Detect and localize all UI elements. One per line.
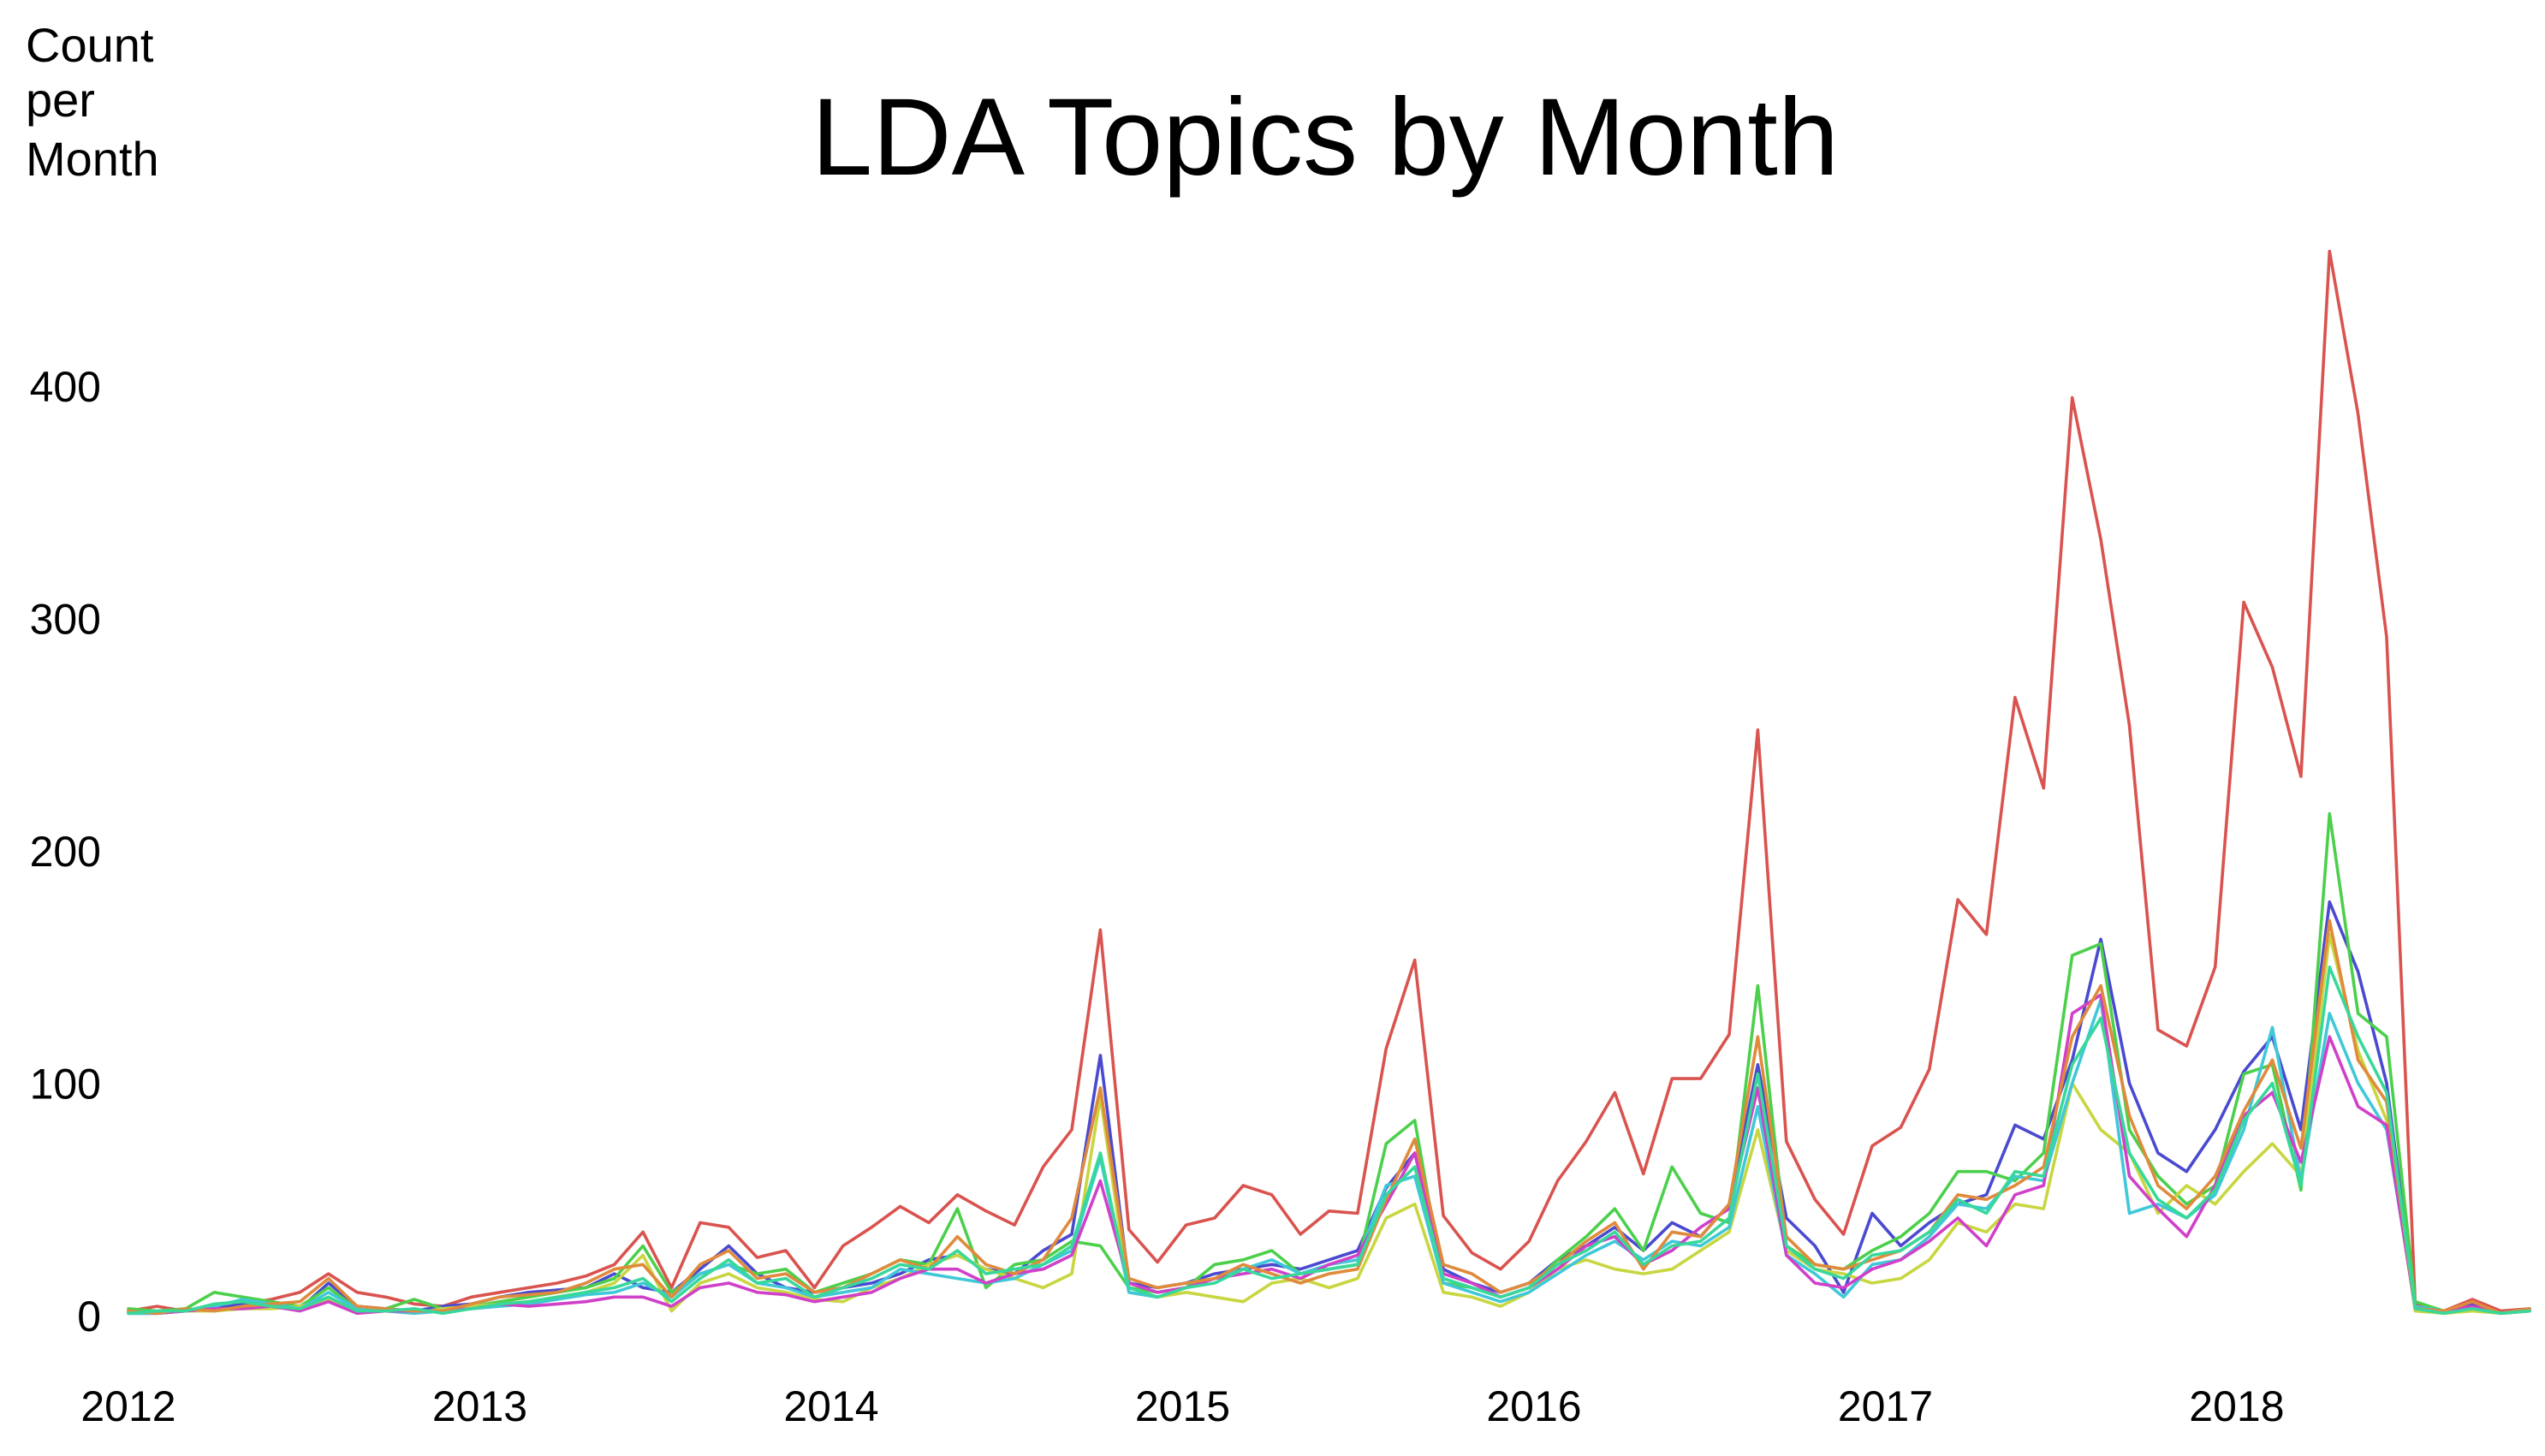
- y-axis-label-line-1: Count: [26, 18, 154, 72]
- y-tick-label: 400: [30, 363, 101, 411]
- series-line-6: [127, 993, 2531, 1316]
- x-tick-label: 2017: [1838, 1382, 1933, 1430]
- x-tick-label: 2012: [80, 1382, 175, 1430]
- series-line-3: [127, 811, 2531, 1316]
- x-tick-label: 2013: [432, 1382, 527, 1430]
- series-line-4: [127, 932, 2531, 1316]
- series-line-1: [127, 249, 2531, 1313]
- x-tick-label: 2016: [1486, 1382, 1581, 1430]
- y-tick-label: 100: [30, 1061, 101, 1108]
- y-axis-label-line-2: per: [26, 73, 95, 127]
- series-layer: [127, 249, 2531, 1316]
- y-axis-label-line-3: Month: [26, 132, 159, 186]
- series-line-8: [127, 966, 2531, 1316]
- y-tick-label: 0: [77, 1293, 101, 1340]
- y-axis-ticks: 0 100 200 300 400: [30, 363, 101, 1340]
- series-line-5: [127, 998, 2531, 1316]
- x-tick-label: 2015: [1135, 1382, 1230, 1430]
- chart-title: LDA Topics by Month: [812, 76, 1839, 199]
- series-line-2: [127, 900, 2531, 1316]
- x-tick-label: 2018: [2189, 1382, 2284, 1430]
- series-line-7: [127, 918, 2531, 1316]
- x-tick-label: 2014: [783, 1382, 878, 1430]
- y-tick-label: 200: [30, 828, 101, 876]
- x-axis-ticks: 2012 2013 2014 2015 2016 2017 2018: [80, 1382, 2284, 1430]
- y-tick-label: 300: [30, 596, 101, 644]
